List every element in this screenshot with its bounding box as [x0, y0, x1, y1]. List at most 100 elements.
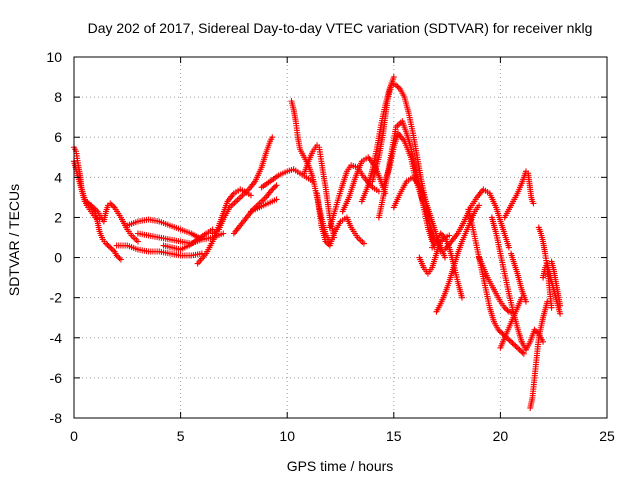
data-point: [322, 238, 329, 245]
series-4: [124, 216, 205, 243]
trace-marker: [439, 231, 446, 238]
trace-marker: [110, 203, 117, 210]
trace-marker: [519, 349, 526, 356]
trace-marker: [108, 245, 115, 252]
series-33: [518, 326, 547, 353]
data-point: [459, 294, 466, 301]
y-tick-label: 2: [54, 209, 62, 225]
trace-marker: [105, 243, 112, 250]
data-point: [220, 230, 227, 237]
data-point: [273, 196, 280, 203]
data-point: [269, 186, 276, 193]
x-tick-label: 5: [177, 428, 185, 444]
data-point: [102, 240, 109, 247]
series-6: [160, 226, 216, 253]
x-tick-label: 0: [70, 428, 78, 444]
x-tick-label: 10: [279, 428, 295, 444]
trace-marker: [503, 306, 510, 313]
data-point: [557, 310, 564, 317]
data-point: [392, 82, 399, 89]
y-tick-label: 0: [54, 250, 62, 266]
series-30: [497, 294, 525, 351]
trace-marker: [506, 337, 513, 344]
trace-marker: [440, 233, 447, 240]
series-12: [288, 98, 333, 245]
x-tick-label: 15: [386, 428, 402, 444]
trace-marker: [394, 83, 401, 90]
series-29: [501, 168, 529, 221]
trace-marker: [505, 336, 512, 343]
trace-marker: [498, 329, 505, 336]
trace-marker: [496, 328, 503, 335]
trace-marker: [270, 185, 277, 192]
grid-lines: [74, 57, 607, 418]
data-point: [107, 244, 114, 251]
x-tick-label: 20: [493, 428, 509, 444]
trace-marker: [116, 255, 123, 262]
y-tick-label: 8: [54, 89, 62, 105]
trace-marker: [115, 253, 122, 260]
x-axis-label: GPS time / hours: [287, 458, 394, 474]
data-point: [501, 304, 508, 311]
plot-frame: [73, 56, 608, 419]
data-point: [446, 232, 453, 239]
data-point: [557, 302, 564, 309]
y-tick-label: -4: [50, 330, 63, 346]
data-point: [437, 230, 444, 237]
trace-marker: [534, 329, 541, 336]
trace-marker: [532, 328, 539, 335]
data-point: [495, 326, 502, 333]
data-point: [508, 338, 515, 345]
trace-marker: [515, 345, 522, 352]
data-point: [530, 200, 537, 207]
trace-marker: [504, 307, 511, 314]
series-15: [326, 162, 382, 231]
data-point: [247, 192, 254, 199]
series-8: [209, 134, 276, 237]
y-tick-label: -2: [50, 290, 63, 306]
data-point: [441, 254, 448, 261]
chart-title: Day 202 of 2017, Sidereal Day-to-day VTE…: [88, 20, 593, 36]
data-point: [360, 240, 367, 247]
series-17: [358, 74, 397, 205]
y-tick-labels: -8 -6 -4 -2 0 2 4 6 8 10: [46, 49, 62, 426]
data-point: [113, 252, 120, 259]
data-point: [273, 182, 280, 189]
data-point: [117, 256, 124, 263]
trace-marker: [439, 237, 446, 244]
y-tick-label: 10: [46, 49, 62, 65]
data-point: [269, 134, 276, 141]
data-point: [375, 188, 382, 195]
data-point: [476, 202, 483, 209]
series-32: [527, 298, 551, 411]
data-point: [107, 200, 114, 207]
data-point: [512, 342, 519, 349]
axis-ticks: [73, 56, 608, 419]
series-37: [508, 250, 529, 305]
series-31: [525, 170, 537, 207]
series-7: [194, 186, 254, 267]
trace-marker: [395, 84, 402, 91]
y-axis-label: SDTVAR / TECUs: [6, 184, 22, 296]
y-tick-label: -8: [50, 410, 63, 426]
x-tick-label: 25: [599, 428, 615, 444]
trace-marker: [323, 239, 330, 246]
series-9: [230, 182, 280, 237]
data-point: [520, 350, 527, 357]
data-point: [531, 326, 538, 333]
series-10: [247, 196, 280, 215]
data-point: [522, 298, 529, 305]
series-36: [548, 258, 564, 309]
data-point: [540, 338, 547, 345]
series-3: [113, 242, 205, 259]
trace-marker: [510, 341, 517, 348]
series-14: [314, 190, 367, 249]
y-tick-label: 4: [54, 169, 62, 185]
trace-marker: [108, 201, 115, 208]
trace-marker: [518, 348, 525, 355]
series-27: [476, 254, 517, 317]
y-tick-label: 6: [54, 129, 62, 145]
data-point: [544, 298, 551, 305]
data-points: [71, 74, 564, 411]
